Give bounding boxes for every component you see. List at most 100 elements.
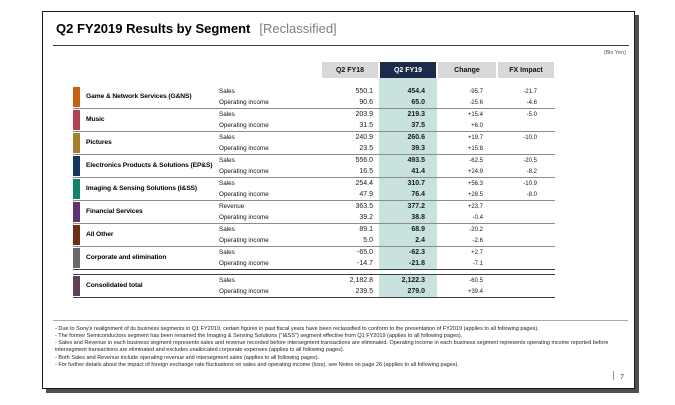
value-fy19: 377.2: [407, 203, 425, 210]
segment-name: Consolidated total: [86, 282, 143, 290]
value-change: -95.7: [469, 88, 483, 95]
metric-label: Operating income: [219, 214, 269, 221]
unit-note: (Bln Yen): [603, 50, 626, 56]
value-fx-impact: [497, 120, 555, 131]
segment-color-bar-cell: [73, 132, 80, 154]
value-fx-impact: [497, 224, 555, 235]
value-fx-impact: [497, 143, 555, 154]
column-header-fx-impact: FX Impact: [498, 62, 554, 78]
value-fy18: 239.5: [355, 288, 373, 295]
segment-name: All Other: [86, 231, 114, 239]
table-header-row: Q2 FY18 Q2 FY19 Change FX Impact: [73, 62, 555, 78]
segment-color-bar-cell: [73, 178, 80, 200]
segment-color-bar: [73, 248, 80, 268]
segment-group: Electronics Products & Solutions (EP&S) S…: [73, 155, 555, 178]
footnote-line: - Both Sales and Revenue include operati…: [55, 354, 320, 361]
value-fy18: 550.1: [355, 88, 373, 95]
value-fx-impact: -4.6: [526, 99, 537, 106]
value-fy19: 279.0: [379, 286, 437, 297]
metric-label: Operating income: [219, 260, 269, 267]
column-header-change: Change: [438, 62, 496, 78]
value-fx-impact: [497, 212, 555, 223]
value-fy19: 260.6: [407, 134, 425, 141]
value-change: -20.2: [469, 226, 483, 233]
metric-label: Sales: [219, 88, 235, 95]
value-fy19: 493.5: [407, 157, 425, 164]
metric-label: Operating income: [219, 122, 269, 129]
value-fy18: 23.5: [359, 145, 373, 152]
value-change: +28.5: [467, 191, 483, 198]
value-fx-impact: -8.0: [526, 191, 537, 198]
segment-color-bar-cell: [73, 201, 80, 223]
footnote-divider: [53, 320, 628, 321]
segment-group: Pictures Sales 240.9 260.6 +19.7 -10.0 Operati…: [73, 132, 555, 155]
value-fy19: 2,122.3: [379, 275, 437, 286]
value-fx-impact: [497, 201, 555, 212]
title-divider: [53, 45, 629, 46]
metric-label: Sales: [219, 226, 235, 233]
value-change: +23.7: [467, 203, 483, 210]
value-fy18: 89.1: [359, 226, 373, 233]
value-fy19: 454.4: [407, 88, 425, 95]
segment-group: Game & Network Services (G&NS) Sales 550.1…: [73, 86, 555, 109]
value-fy18: 31.5: [359, 122, 373, 129]
value-fx-impact: [497, 286, 555, 297]
value-fx-impact: [497, 247, 555, 258]
value-change: +15.4: [467, 111, 483, 118]
value-fy19: 219.3: [407, 111, 425, 118]
metric-label: Revenue: [219, 203, 245, 210]
footnotes: - Due to Sony's realignment of its busin…: [55, 326, 624, 369]
segment-group: Imaging & Sensing Solutions (I&SS) Sales 2…: [73, 178, 555, 201]
segment-group: All Other Sales 89.1 68.9 -20.2 Operating inc…: [73, 224, 555, 247]
value-fy19: 76.4: [411, 191, 425, 198]
segment-group: Financial Services Revenue 363.5 377.2 +23.7…: [73, 201, 555, 224]
footnote-line: - For further details about the impact o…: [55, 361, 459, 368]
segment-color-bar: [73, 133, 80, 153]
value-fy18: 5.0: [363, 237, 373, 244]
value-change: +2.7: [471, 249, 483, 256]
segment-color-bar-cell: [73, 155, 80, 177]
segment-group: Music Sales 203.9 219.3 +15.4 -5.0 Operating i…: [73, 109, 555, 132]
value-change: -0.4: [472, 214, 483, 221]
segment-name: Imaging & Sensing Solutions (I&SS): [86, 185, 198, 193]
metric-label: Sales: [219, 277, 235, 284]
value-fy18: 16.5: [359, 168, 373, 175]
value-fx-impact: -10.9: [523, 180, 537, 187]
value-fx-impact: [497, 258, 555, 269]
column-header-q2fy18: Q2 FY18: [322, 62, 378, 78]
value-change: +24.9: [467, 168, 483, 175]
table-body: Game & Network Services (G&NS) Sales 550.1…: [73, 78, 555, 270]
segment-name: Corporate and elimination: [86, 254, 167, 262]
segment-color-bar-cell: [73, 224, 80, 246]
metric-label: Sales: [219, 180, 235, 187]
metric-label: Operating income: [219, 288, 269, 295]
value-change: +39.4: [467, 288, 483, 295]
segment-color-bar-cell: [73, 247, 80, 269]
page-title: Q2 FY2019 Results by Segment [Reclassifie…: [56, 21, 337, 36]
segment-color-bar: [73, 179, 80, 199]
fy19-highlight-column: [379, 78, 437, 270]
value-fy18: 556.0: [355, 157, 373, 164]
value-fy18: 240.9: [355, 134, 373, 141]
metric-label: Operating income: [219, 145, 269, 152]
segment-color-bar: [73, 156, 80, 176]
metric-label: Operating income: [219, 99, 269, 106]
value-fy18: -14.7: [357, 260, 373, 267]
footnote-line: - The former Semiconductors segment has …: [55, 333, 463, 340]
segment-name: Pictures: [86, 139, 112, 147]
value-fy19: -21.8: [409, 260, 425, 267]
value-fy18: 363.5: [355, 203, 373, 210]
segment-name: Financial Services: [86, 208, 143, 216]
footnote-line: - Due to Sony's realignment of its busin…: [55, 326, 539, 332]
value-fy18: -65.0: [357, 249, 373, 256]
value-fx-impact: [497, 275, 555, 286]
value-fy18: 39.2: [359, 214, 373, 221]
metric-label: Sales: [219, 249, 235, 256]
value-change: -2.6: [472, 237, 483, 244]
slide: Q2 FY2019 Results by Segment [Reclassifie…: [42, 11, 635, 389]
value-change: +56.3: [467, 180, 483, 187]
value-fy18: 90.6: [359, 99, 373, 106]
value-fy19: 41.4: [411, 168, 425, 175]
segment-color-bar-cell: [73, 86, 80, 108]
value-fx-impact: -20.5: [523, 157, 537, 164]
